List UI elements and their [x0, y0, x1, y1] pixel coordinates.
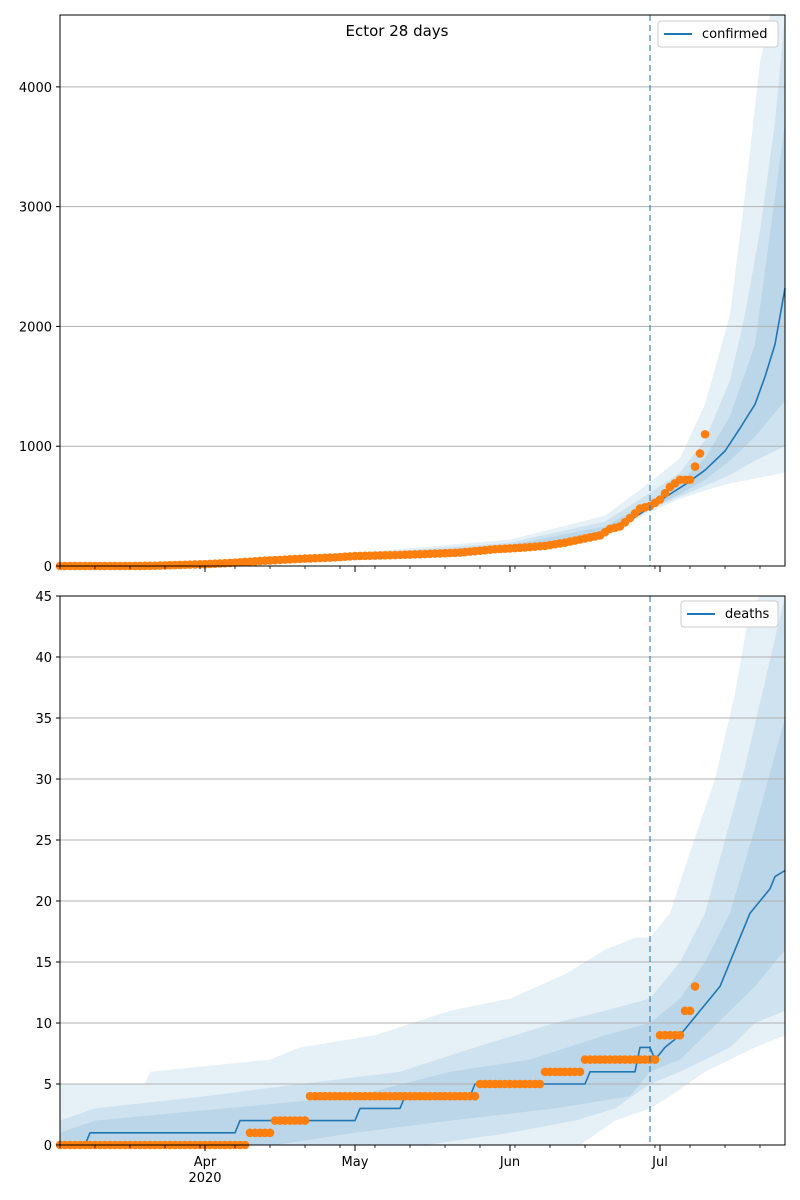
x-tick-sublabel: 2020: [188, 1171, 221, 1186]
observed-point: [535, 1079, 545, 1089]
y-tick-label: 40: [35, 651, 52, 666]
observed-point: [660, 488, 670, 498]
confirmed-axes-frame: [59, 14, 786, 567]
confirmed-observed-points: [55, 429, 710, 571]
observed-point: [470, 1091, 480, 1101]
y-tick-label: 15: [35, 956, 52, 971]
deaths-y-ticks: 0 5 10 15 20 25 30 35 40 45: [35, 590, 60, 1154]
observed-point: [685, 475, 695, 485]
deaths-legend: deaths: [680, 600, 779, 628]
y-tick-label: 1000: [19, 440, 52, 455]
x-tick-label: May: [342, 1155, 369, 1170]
legend-entry-deaths: deaths: [725, 607, 770, 622]
observed-point: [300, 1116, 310, 1125]
legend-entry-confirmed: confirmed: [702, 27, 768, 42]
observed-point: [685, 1006, 695, 1016]
observed-point: [690, 462, 700, 471]
y-tick-label: 3000: [19, 201, 52, 216]
confirmed-legend: confirmed: [657, 20, 779, 48]
confirmed-y-ticks: 0 1000 2000 3000 4000: [19, 81, 60, 575]
observed-point: [265, 1128, 275, 1138]
observed-point: [675, 1030, 685, 1040]
y-tick-label: 0: [44, 560, 52, 575]
observed-point: [695, 449, 705, 458]
observed-point: [655, 495, 665, 504]
legend-box: [680, 600, 779, 628]
y-tick-label: 5: [44, 1078, 52, 1093]
y-tick-label: 20: [35, 895, 52, 910]
y-tick-label: 2000: [19, 320, 52, 335]
uncertainty-band-2: [60, 718, 785, 1145]
model-median-line: [60, 287, 786, 567]
y-tick-label: 35: [35, 712, 52, 727]
y-tick-label: 30: [35, 773, 52, 788]
confirmed-x-ticks: [59, 566, 761, 572]
y-tick-label: 0: [44, 1139, 52, 1154]
chart-title: Ector 28 days: [346, 22, 449, 40]
observed-point: [575, 1067, 585, 1077]
observed-point: [690, 982, 700, 991]
x-tick-label: Jul: [651, 1155, 668, 1170]
x-tick-label: Jun: [499, 1155, 520, 1170]
deaths-bands: [60, 596, 785, 1145]
deaths-gridlines: [60, 595, 785, 1085]
confirmed-chart: 0 1000 2000 3000 4000 Ector 28 days confirme…: [19, 14, 786, 575]
y-tick-label: 4000: [19, 81, 52, 96]
y-tick-label: 25: [35, 834, 52, 849]
confirmed-gridlines: [60, 86, 785, 447]
observed-point: [700, 429, 710, 439]
legend-box: [657, 20, 779, 48]
observed-point: [650, 1055, 660, 1064]
y-tick-label: 45: [35, 590, 52, 605]
y-tick-label: 10: [35, 1017, 52, 1032]
uncertainty-band-0: [60, 596, 785, 1145]
deaths-axes-frame: [59, 595, 786, 1146]
x-tick-label: Apr: [194, 1155, 217, 1170]
confirmed-lines: [60, 287, 786, 567]
